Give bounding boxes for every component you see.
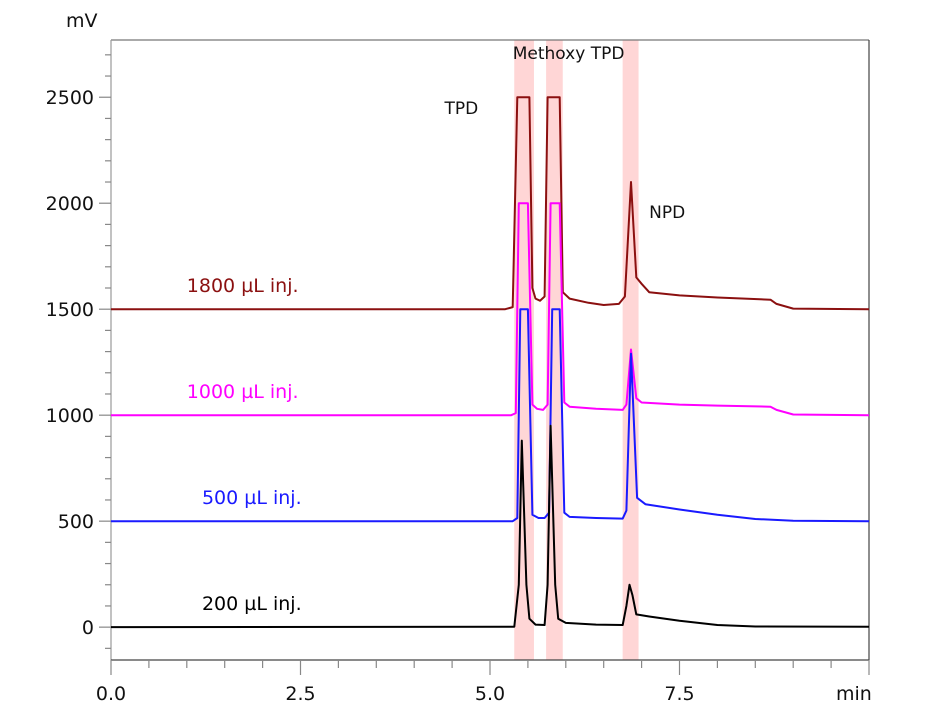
series-line: [111, 308, 870, 523]
y-axis-label: mV: [66, 10, 98, 32]
x-axis-ticks: 0.0 2.5 5.0 7.5: [96, 660, 870, 705]
x-tick-label: 0.0: [96, 683, 126, 705]
peak-annotation: NPD: [649, 203, 685, 223]
series-line: [111, 96, 870, 311]
series-label: 500 µL inj.: [202, 487, 302, 509]
series-lines: [110, 96, 870, 629]
series-label: 1000 µL inj.: [187, 381, 299, 403]
y-tick-label: 2000: [46, 193, 94, 215]
peak-bands: [514, 40, 639, 660]
peak-annotations: TPD Methoxy TPD NPD: [444, 44, 686, 223]
y-tick-label: 1500: [46, 299, 94, 321]
x-tick-label: 7.5: [664, 683, 694, 705]
series-line: [111, 202, 870, 417]
y-tick-label: 2500: [46, 87, 94, 109]
plot-frame: [110, 39, 870, 661]
peak-annotation: Methoxy TPD: [513, 44, 625, 64]
peak-annotation: TPD: [444, 99, 479, 119]
series-label: 200 µL inj.: [202, 593, 302, 615]
y-tick-label: 500: [58, 511, 94, 533]
peak-band: [546, 40, 563, 660]
y-tick-label: 0: [82, 617, 94, 639]
x-axis-label: min: [836, 683, 872, 705]
series-label: 1800 µL inj.: [187, 275, 299, 297]
series-line: [110, 424, 870, 629]
peak-band: [514, 40, 534, 660]
y-axis-ticks: 0 500 1000 1500 2000 2500: [46, 54, 111, 649]
y-tick-label: 1000: [46, 405, 94, 427]
x-tick-label: 2.5: [285, 683, 315, 705]
x-tick-label: 5.0: [475, 683, 505, 705]
series-labels: 1800 µL inj. 1000 µL inj. 500 µL inj. 200 µ…: [187, 275, 302, 615]
